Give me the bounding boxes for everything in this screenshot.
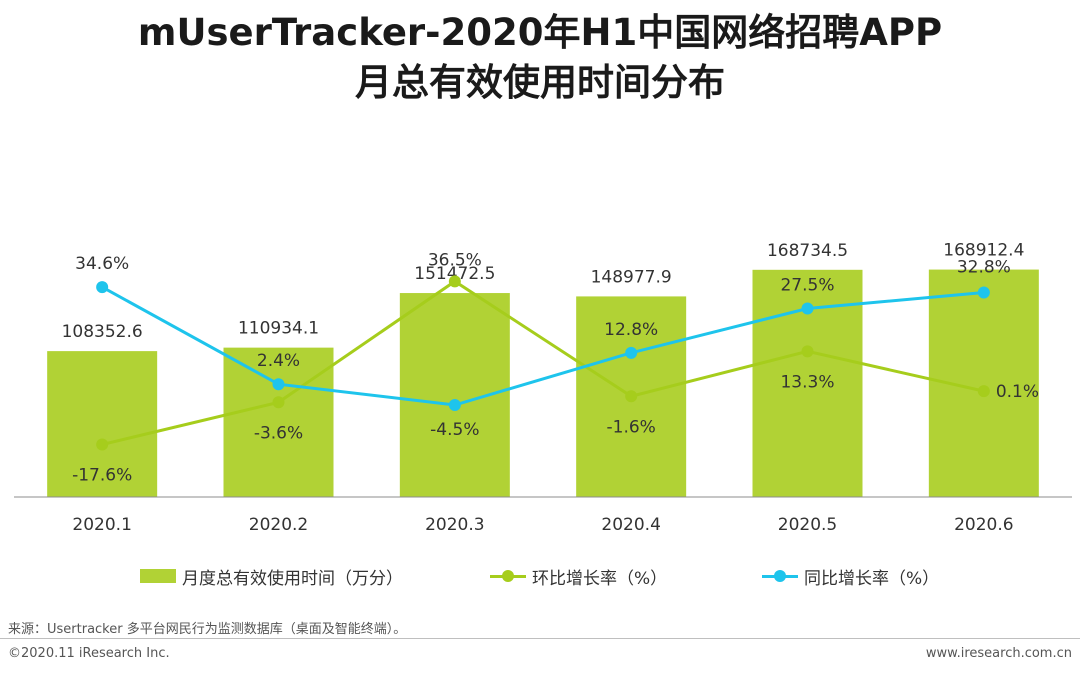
yoy-label-2020.1: 34.6% (75, 254, 129, 274)
mom-label-2020.6: 0.1% (996, 382, 1039, 402)
bar-2020.1 (47, 351, 158, 497)
yoy-point-2020.4 (625, 346, 638, 359)
yoy-line (101, 285, 984, 407)
x-tick-label-2020.4: 2020.4 (601, 515, 660, 535)
legend-yoy-swatch (762, 569, 798, 583)
chart-title-line-1: mUserTracker-2020年H1中国网络招聘APP (137, 11, 943, 54)
legend-item-mom[interactable]: 环比增长率（%） (490, 561, 667, 591)
x-tick-label-2020.3: 2020.3 (425, 515, 484, 535)
yoy-label-2020.5: 27.5% (780, 276, 834, 296)
mom-point-2020.6 (977, 385, 990, 398)
bar-label-2020.4: 148977.9 (591, 267, 672, 287)
x-tick-label-2020.5: 2020.5 (778, 515, 837, 535)
mom-label-2020.2: -3.6% (254, 423, 303, 443)
mom-point-2020.3 (448, 275, 461, 288)
legend-mom-swatch (490, 569, 526, 583)
x-tick-label-2020.6: 2020.6 (954, 515, 1013, 535)
legend-item-yoy[interactable]: 同比增长率（%） (762, 561, 939, 591)
bar-label-2020.6: 168912.4 (943, 241, 1024, 261)
yoy-label-2020.4: 12.8% (604, 320, 658, 340)
mom-label-2020.3: 36.5% (428, 250, 482, 270)
mom-label-2020.1: -17.6% (72, 466, 132, 486)
yoy-point-2020.1 (96, 281, 109, 294)
source-note: 来源：Usertracker 多平台网民行为监测数据库（桌面及智能终端）。 (8, 622, 407, 637)
copyright: ©2020.11 iResearch Inc. (8, 646, 170, 661)
yoy-label-2020.3: -4.5% (430, 420, 479, 440)
legend-mom-label: 环比增长率（%） (532, 568, 668, 589)
yoy-point-2020.2 (272, 378, 285, 391)
mom-label-2020.5: 13.3% (780, 372, 834, 392)
bar-label-2020.1: 108352.6 (62, 322, 143, 342)
yoy-point-2020.5 (801, 302, 814, 315)
mom-point-2020.1 (96, 438, 109, 451)
bar-label-2020.3: 151472.5 (414, 264, 495, 284)
mom-label-2020.4: -1.6% (607, 417, 656, 437)
legend-bar-label: 月度总有效使用时间（万分） (182, 568, 403, 589)
mom-point-2020.2 (272, 396, 285, 409)
website-link[interactable]: www.iresearch.com.cn (925, 646, 1072, 661)
mom-line (101, 279, 985, 446)
bar-label-2020.5: 168734.5 (767, 241, 848, 261)
chart-plot: 108352.6 110934.1 151472.5 148977.9 168734.5… (14, 241, 1072, 535)
yoy-label-2020.6: 32.8% (957, 258, 1011, 278)
yoy-point-2020.3 (448, 399, 461, 412)
bar-2020.2 (223, 347, 334, 497)
yoy-point-2020.6 (977, 286, 990, 299)
bar-label-2020.2: 110934.1 (238, 319, 319, 339)
legend-item-bar[interactable]: 月度总有效使用时间（万分） (140, 561, 403, 591)
legend: 月度总有效使用时间（万分） 环比增长率（%） 同比增长率（%） (0, 561, 1080, 591)
chart-title-line-2: 月总有效使用时间分布 (355, 61, 725, 104)
legend-yoy-label: 同比增长率（%） (804, 568, 940, 589)
yoy-label-2020.2: 2.4% (257, 351, 300, 371)
legend-bar-swatch (140, 569, 176, 583)
x-tick-label-2020.2: 2020.2 (249, 515, 308, 535)
footer-divider (0, 638, 1080, 639)
mom-point-2020.5 (801, 345, 814, 358)
mom-point-2020.4 (625, 390, 638, 403)
x-tick-label-2020.1: 2020.1 (72, 515, 131, 535)
chart-title: mUserTracker-2020年H1中国网络招聘APP 月总有效使用时间分布 (0, 8, 1080, 108)
